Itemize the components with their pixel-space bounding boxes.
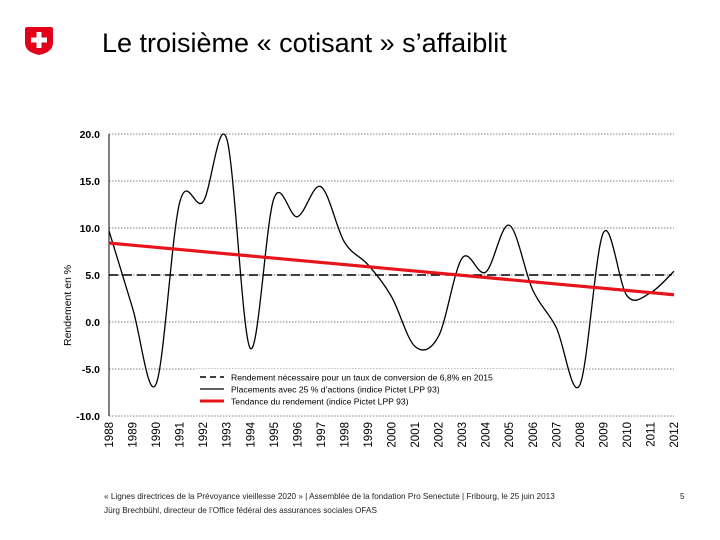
y-axis-ticks: 20.0 15.0 10.0 5.0 0.0 -5.0 -10.0 bbox=[76, 129, 100, 423]
x-tick-label: 2005 bbox=[504, 422, 516, 448]
x-tick-label: 2004 bbox=[481, 421, 493, 447]
legend-label: Tendance du rendement (indice Pictet LPP… bbox=[231, 397, 409, 407]
x-axis-ticks: 1988 1989 1990 1991 1992 1993 1994 1995 1996 1997… bbox=[104, 421, 681, 447]
footer-text: « Lignes directrices de la Prévoyance vi… bbox=[104, 492, 555, 501]
x-tick-label: 1997 bbox=[316, 422, 328, 448]
x-tick-label: 2012 bbox=[669, 422, 681, 448]
chart-series bbox=[108, 133, 675, 389]
x-tick-label: 2009 bbox=[598, 422, 610, 448]
x-tick-label: 1999 bbox=[363, 422, 375, 448]
x-tick-label: 1993 bbox=[222, 422, 234, 448]
y-tick-label: -5.0 bbox=[82, 364, 100, 376]
series-line-placements bbox=[108, 133, 675, 389]
page-title: Le troisième « cotisant » s’affaiblit bbox=[102, 28, 507, 58]
x-tick-label: 1991 bbox=[175, 422, 187, 448]
y-axis-label: Rendement en % bbox=[62, 265, 74, 346]
footer-author: Jürg Brechbühl, directeur de l’Office fé… bbox=[104, 506, 377, 515]
x-tick-label: 1996 bbox=[292, 422, 304, 448]
y-tick-label: 20.0 bbox=[80, 129, 101, 141]
x-tick-label: 1989 bbox=[128, 422, 140, 448]
chart-legend: Rendement nécessaire pour un taux de con… bbox=[196, 369, 548, 413]
y-tick-label: 0.0 bbox=[85, 317, 100, 329]
swiss-cross-icon bbox=[25, 27, 53, 55]
x-tick-label: 2010 bbox=[622, 422, 634, 448]
x-tick-label: 2006 bbox=[528, 422, 540, 448]
x-tick-label: 2001 bbox=[410, 422, 422, 448]
x-tick-label: 1995 bbox=[269, 422, 281, 448]
legend-label: Placements avec 25 % d’actions (indice P… bbox=[231, 385, 440, 395]
y-tick-label: -10.0 bbox=[76, 411, 100, 423]
x-tick-label: 1992 bbox=[198, 422, 210, 448]
x-tick-label: 2007 bbox=[551, 422, 563, 448]
x-tick-label: 1988 bbox=[104, 422, 116, 448]
y-tick-label: 15.0 bbox=[80, 176, 101, 188]
x-tick-label: 2002 bbox=[434, 422, 446, 448]
x-tick-label: 2003 bbox=[457, 422, 469, 448]
x-tick-label: 1990 bbox=[151, 422, 163, 448]
x-tick-label: 2011 bbox=[645, 422, 657, 447]
x-tick-label: 1994 bbox=[245, 421, 257, 447]
series-line-tendance bbox=[108, 241, 675, 297]
x-tick-label: 2008 bbox=[575, 422, 587, 448]
x-tick-label: 2000 bbox=[387, 422, 399, 448]
y-tick-label: 10.0 bbox=[80, 223, 101, 235]
legend-label: Rendement nécessaire pour un taux de con… bbox=[231, 373, 493, 383]
y-tick-label: 5.0 bbox=[85, 270, 100, 282]
legend-background bbox=[196, 369, 548, 413]
x-tick-label: 1998 bbox=[339, 422, 351, 448]
line-chart: 20.0 15.0 10.0 5.0 0.0 -5.0 -10.0 1988 1989 1990… bbox=[62, 129, 681, 448]
page-number: 5 bbox=[680, 492, 685, 501]
